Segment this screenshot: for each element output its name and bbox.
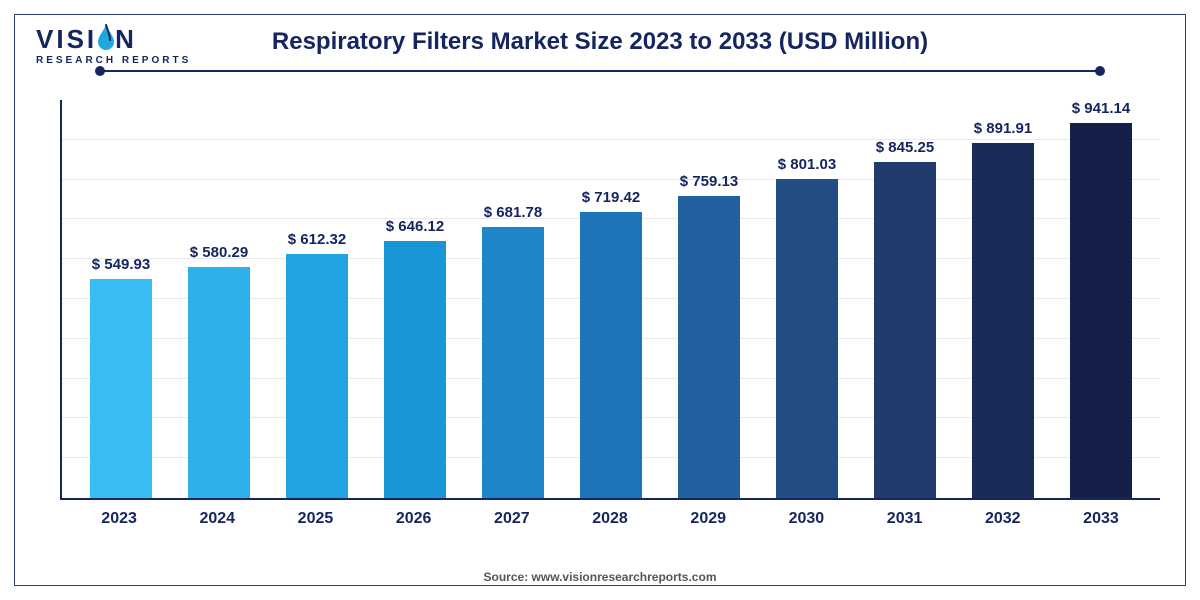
chart-title: Respiratory Filters Market Size 2023 to … [0,28,1200,56]
x-axis-label: 2025 [266,500,364,540]
bar-group: $ 941.14 [1052,100,1150,498]
bar-group: $ 681.78 [464,100,562,498]
x-axis-labels: 2023202420252026202720282029203020312032… [60,500,1160,540]
x-axis-label: 2026 [365,500,463,540]
x-axis-label: 2031 [856,500,954,540]
bar [972,143,1035,498]
bar-value-label: $ 646.12 [386,218,444,235]
bar-value-label: $ 681.78 [484,204,542,221]
bar-value-label: $ 941.14 [1072,100,1130,117]
x-axis-label: 2033 [1052,500,1150,540]
bar [188,267,251,498]
bar-value-label: $ 580.29 [190,244,248,261]
bar [776,179,839,498]
bar-group: $ 612.32 [268,100,366,498]
bar [90,279,153,498]
bar [384,241,447,498]
x-axis-label: 2028 [561,500,659,540]
bar [678,196,741,498]
bar-group: $ 759.13 [660,100,758,498]
title-divider [100,70,1100,72]
x-axis-label: 2030 [757,500,855,540]
bar-group: $ 891.91 [954,100,1052,498]
bar-value-label: $ 549.93 [92,256,150,273]
bar-group: $ 719.42 [562,100,660,498]
x-axis-label: 2023 [70,500,168,540]
x-axis-label: 2029 [659,500,757,540]
bar-group: $ 801.03 [758,100,856,498]
x-axis-label: 2024 [168,500,266,540]
bars-container: $ 549.93 $ 580.29 $ 612.32 $ 646.12 $ 681.78… [62,100,1160,498]
bar-value-label: $ 845.25 [876,139,934,156]
bar [874,162,937,498]
bar-value-label: $ 612.32 [288,231,346,248]
bar [286,254,349,498]
bar-value-label: $ 801.03 [778,156,836,173]
bar [580,212,643,498]
x-axis-label: 2032 [954,500,1052,540]
bar-group: $ 580.29 [170,100,268,498]
logo-line2: RESEARCH REPORTS [36,55,216,66]
x-axis-label: 2027 [463,500,561,540]
bar-group: $ 646.12 [366,100,464,498]
chart-area: $ 549.93 $ 580.29 $ 612.32 $ 646.12 $ 681.78… [60,90,1160,540]
plot-region: $ 549.93 $ 580.29 $ 612.32 $ 646.12 $ 681.78… [60,100,1160,500]
source-text: Source: www.visionresearchreports.com [0,570,1200,584]
bar-group: $ 549.93 [72,100,170,498]
bar-value-label: $ 759.13 [680,173,738,190]
bar [1070,123,1133,498]
bar-group: $ 845.25 [856,100,954,498]
bar-value-label: $ 891.91 [974,120,1032,137]
bar [482,227,545,498]
bar-value-label: $ 719.42 [582,189,640,206]
